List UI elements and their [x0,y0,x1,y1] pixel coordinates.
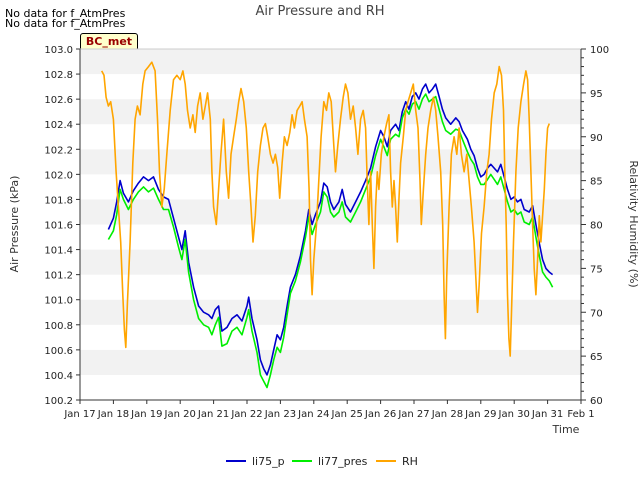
grid-band [80,299,581,325]
y2-tick-label: 90 [590,133,603,144]
x-tick-label: Jan 21 [197,409,229,420]
y-tick-label: 100.4 [44,371,73,382]
legend-label-li75_p: li75_p [252,455,285,468]
y-tick-label: 101.4 [44,246,73,257]
axes: 100.2 100.4 100.6 100.8 101.0 101.2 101.4 101.6… [44,45,609,420]
x-tick-label: Jan 23 [264,409,296,420]
y-tick-label: 102.4 [44,120,73,131]
legend-label-li77_pres: li77_pres [318,455,368,468]
x-tick-label: Feb 1 [567,409,594,420]
y2-tick-label: 80 [590,221,603,232]
y2-tick-label: 65 [590,352,603,363]
grid-band [80,224,581,250]
y-tick-label: 101.8 [44,195,73,206]
grid-band [80,249,581,275]
y-tick-label: 101.2 [44,271,73,282]
series-line-li77_pres [107,93,554,389]
series-layer [100,61,554,389]
y-tick-label: 103.0 [44,45,73,56]
x-tick-label: Jan 18 [97,409,129,420]
y-tick-label: 101.6 [44,221,73,232]
y2-tick-label: 85 [590,177,603,188]
x-tick-label: Jan 22 [230,409,262,420]
series-line-RH [100,61,551,357]
x-tick-label: Jan 20 [164,409,196,420]
y2-axis-label: Relativity Humidity (%) [627,160,640,287]
y-axis-label: Air Pressure (kPa) [8,176,21,273]
y-tick-label: 102.6 [44,95,73,106]
y2-tick-label: 75 [590,264,603,275]
no-data-note-1: No data for f_AtmPres [5,7,126,20]
y2-tick-label: 100 [590,45,609,56]
grid-band [80,124,581,150]
x-tick-label: Jan 26 [364,409,396,420]
x-axis-label: Time [552,423,580,436]
x-tick-label: Jan 29 [464,409,496,420]
x-tick-label: Jan 28 [431,409,463,420]
chart-title: Air Pressure and RH [255,4,384,19]
x-tick-label: Jan 27 [397,409,429,420]
y-tick-label: 100.8 [44,321,73,332]
x-tick-label: Jan 31 [531,409,563,420]
grid-band [80,49,581,75]
site-badge: BC_met [80,33,138,51]
y-tick-label: 102.2 [44,145,73,156]
y2-tick-label: 60 [590,396,603,407]
x-tick-label: Jan 30 [498,409,530,420]
grid-band [80,374,581,400]
grid-band [80,149,581,175]
x-tick-label: Jan 19 [130,409,162,420]
x-tick-label: Jan 24 [297,409,329,420]
x-tick-label: Jan 17 [63,409,95,420]
y-tick-label: 102.8 [44,70,73,81]
y-tick-label: 100.2 [44,396,73,407]
legend-label-RH: RH [402,455,418,468]
y-tick-label: 102.0 [44,170,73,181]
y2-tick-label: 70 [590,308,603,319]
grid-band [80,349,581,375]
y2-tick-label: 95 [590,89,603,100]
x-tick-label: Jan 25 [331,409,363,420]
legend: li75_p li77_pres RH [226,455,418,468]
grid-band [80,324,581,350]
grid-band [80,274,581,300]
y-tick-label: 100.6 [44,346,73,357]
no-data-note-2: No data for f_AtmPres [5,17,126,30]
y-tick-label: 101.0 [44,296,73,307]
